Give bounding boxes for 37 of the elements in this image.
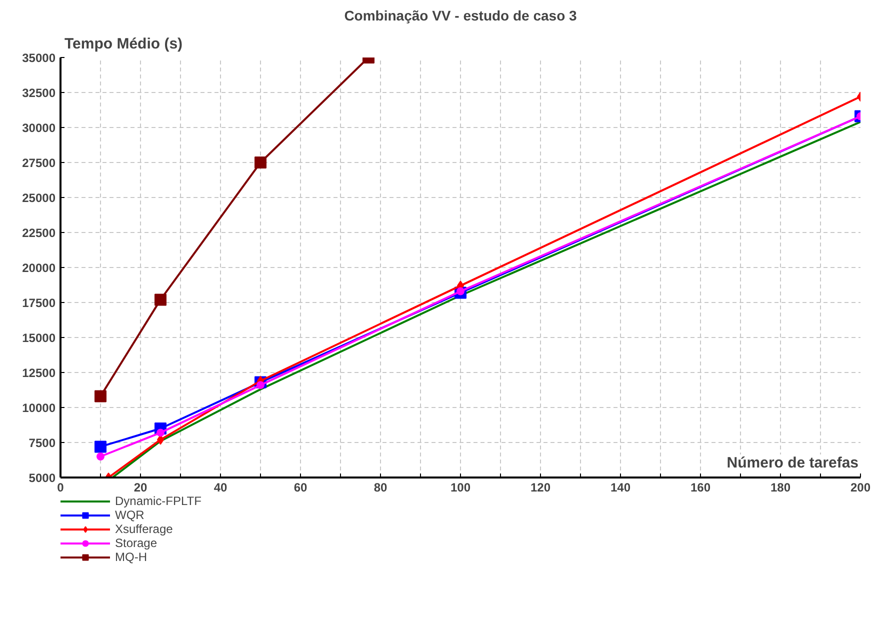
point [96,452,104,460]
point [94,390,106,402]
y-tick-label: 22500 [22,226,56,240]
y-tick-label: 20000 [22,261,56,275]
y-tick-label: 12500 [22,366,56,380]
x-tick-label: 80 [374,480,388,494]
legend-label: Storage [115,536,158,550]
x-tick-label: 40 [214,480,228,494]
x-tick-label: 200 [850,480,871,494]
y-tick-label: 25000 [22,191,56,205]
x-axis-title: Número de tarefas [726,454,859,472]
y-tick-label: 30000 [22,121,56,135]
x-tick-label: 180 [770,480,791,494]
y-tick-label: 32500 [22,86,56,100]
x-tick-label: 60 [294,480,308,494]
y-tick-label: 15000 [22,331,56,345]
legend-label: Dynamic-FPLTF [115,494,202,508]
x-tick-label: 120 [530,480,551,494]
point [254,156,266,168]
legend-label: Xsufferage [115,522,173,536]
y-tick-label: 27500 [22,156,56,170]
point [94,440,106,453]
x-tick-label: 0 [57,480,64,494]
point [154,294,166,306]
y-tick-label: 17500 [22,296,56,310]
chart-title: Combinação VV - estudo de caso 3 [344,8,578,24]
legend-label: WQR [115,508,144,522]
x-tick-label: 100 [450,480,471,494]
x-tick-label: 20 [134,480,148,494]
y-tick-label: 35000 [22,51,56,65]
y-tick-label: 10000 [22,401,56,415]
x-tick-label: 160 [690,480,711,494]
legend-label: MQ-H [115,550,147,564]
x-tick-label: 140 [610,480,631,494]
y-axis-title: Tempo Médio (s) [64,36,183,52]
y-tick-label: 5000 [28,471,56,485]
y-tick-label: 7500 [28,436,56,450]
